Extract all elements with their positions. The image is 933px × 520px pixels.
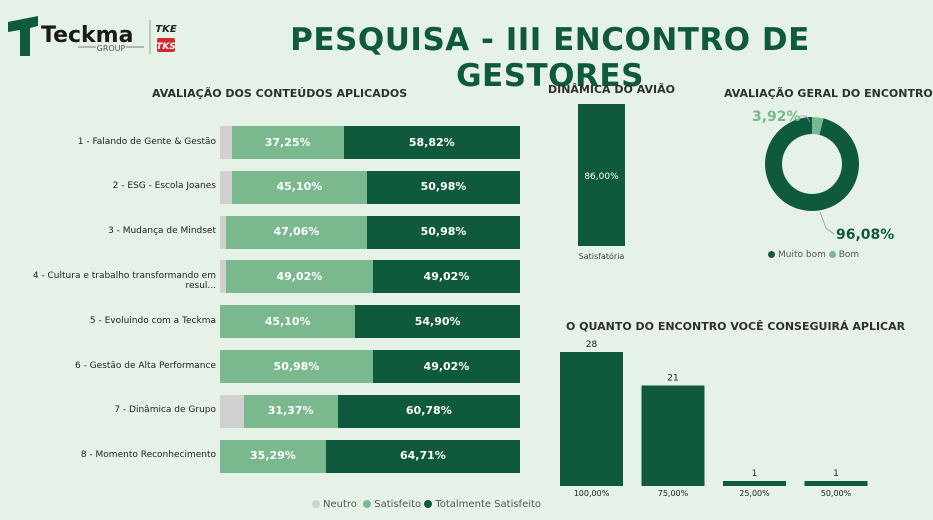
- logo-text: Teckma: [41, 23, 133, 48]
- leader-line: [800, 115, 811, 123]
- data-label: 50,98%: [420, 180, 467, 194]
- company-logo: Teckma GROUP TKE TKS: [8, 16, 183, 58]
- data-label: 54,90%: [414, 314, 461, 328]
- data-label: 31,37%: [267, 404, 314, 418]
- data-label: 21: [667, 374, 678, 384]
- bar-segment-totalmente-satisfeito: [343, 126, 520, 159]
- tke-badge: TKE: [155, 24, 177, 35]
- category-label: 3 - Mudança de Mindset: [108, 226, 216, 237]
- bar-segment-totalmente-satisfeito: [325, 439, 520, 473]
- bar-segment-neutro: [220, 126, 232, 159]
- bar-segment-satisfeito: [220, 350, 373, 383]
- bar-segment-satisfeito: [225, 215, 368, 249]
- category-label: Satisfatória: [579, 251, 625, 261]
- bar: [804, 481, 868, 486]
- leader-line: [819, 211, 835, 235]
- data-label: 49,02%: [276, 269, 323, 283]
- data-label: 96,08%: [836, 227, 894, 243]
- data-label: 1: [752, 469, 758, 479]
- bar: [723, 481, 786, 486]
- bar-segment-totalmente-satisfeito: [367, 170, 520, 204]
- category-label: 6 - Gestão de Alta Performance: [74, 360, 216, 371]
- conteudos-legend: Neutro Satisfeito Totalmente Satisfeito: [312, 499, 541, 510]
- data-label: 50,98%: [420, 225, 467, 239]
- bar: [578, 104, 625, 246]
- bar-segment-satisfeito: [231, 126, 344, 159]
- legend-item-satisfeito: Satisfeito: [363, 499, 421, 510]
- category-label: 2 - ESG - Escola Joanes: [112, 181, 216, 192]
- bar-segment-satisfeito: [220, 305, 356, 339]
- legend-item-neutro: Neutro: [312, 499, 357, 510]
- bar-segment-totalmente-satisfeito: [372, 260, 520, 294]
- bar-segment-satisfeito: [220, 439, 326, 473]
- bar-segment-satisfeito: [243, 394, 338, 428]
- tks-badge: TKS: [156, 42, 176, 52]
- aplicar-title: O QUANTO DO ENCONTRO VOCÊ CONSEGUIRÁ APL…: [566, 320, 906, 333]
- tks-badge-bg: [157, 38, 175, 52]
- data-label: 37,25%: [264, 135, 311, 149]
- bar-segment-totalmente-satisfeito: [372, 350, 520, 383]
- data-label: 47,06%: [273, 225, 320, 239]
- category-label: 50,00%: [821, 489, 852, 498]
- bar: [560, 352, 623, 486]
- conteudos-title: AVALIAÇÃO DOS CONTEÚDOS APLICADOS: [152, 87, 408, 100]
- bar-segment-neutro: [220, 394, 244, 428]
- data-label: 86,00%: [584, 172, 619, 182]
- bar-segment-totalmente-satisfeito: [367, 215, 520, 249]
- legend-item-totalmente: Totalmente Satisfeito: [424, 499, 541, 510]
- data-label: 50,98%: [273, 359, 320, 373]
- geral-chart: 3,92% 96,08%: [752, 109, 894, 243]
- page-title: PESQUISA - III ENCONTRO DE GESTORES: [290, 22, 810, 94]
- geral-legend: Muito bom Bom: [768, 250, 859, 260]
- bar-segment-satisfeito: [225, 260, 373, 294]
- data-label: 49,02%: [423, 359, 470, 373]
- bar-segment-satisfeito: [231, 170, 368, 204]
- data-label: 58,82%: [408, 135, 455, 149]
- data-label: 45,10%: [276, 180, 323, 194]
- bar-segment-neutro: [220, 260, 226, 294]
- legend-item-bom: Bom: [828, 250, 859, 260]
- logo-mark: [8, 16, 38, 56]
- data-label: 35,29%: [250, 449, 296, 463]
- bar-segment-totalmente-satisfeito: [337, 394, 520, 428]
- bar-segment-neutro: [220, 215, 226, 249]
- pie-slice-bom: [812, 117, 824, 135]
- category-label: 25,00%: [739, 489, 770, 498]
- bar-segment-neutro: [220, 170, 232, 204]
- data-label: 1: [833, 469, 839, 479]
- aplicar-chart: 28 100,00% 21 75,00% 1 25,00% 1 50,00%: [560, 340, 868, 498]
- category-label: 1 - Falando de Gente & Gestão: [77, 136, 216, 147]
- pie-slice-muito-bom: [765, 117, 859, 211]
- category-label: 4 - Cultura e trabalho transformando em …: [32, 270, 216, 291]
- bar: [641, 385, 705, 486]
- data-label: 60,78%: [405, 404, 452, 418]
- legend-item-muito-bom: Muito bom: [768, 250, 826, 260]
- category-label: 8 - Momento Reconhecimento: [80, 450, 216, 461]
- data-label: 64,71%: [400, 449, 446, 463]
- data-label: 3,92%: [752, 109, 801, 125]
- category-label: 7 - Dinâmica de Grupo: [114, 405, 216, 416]
- bar-segment-totalmente-satisfeito: [355, 305, 520, 339]
- data-label: 49,02%: [423, 269, 470, 283]
- logo-subtext: GROUP: [97, 44, 126, 53]
- aviao-title: DINÂMICA DO AVIÃO: [548, 83, 675, 96]
- data-label: 45,10%: [264, 314, 311, 328]
- aviao-chart: 86,00% Satisfatória: [578, 104, 625, 261]
- category-label: 75,00%: [658, 489, 689, 498]
- geral-title: AVALIAÇÃO GERAL DO ENCONTRO: [724, 87, 933, 100]
- category-label: 5 - Evoluindo com a Teckma: [89, 315, 216, 326]
- category-label: 100,00%: [574, 489, 610, 498]
- data-label: 28: [586, 340, 598, 350]
